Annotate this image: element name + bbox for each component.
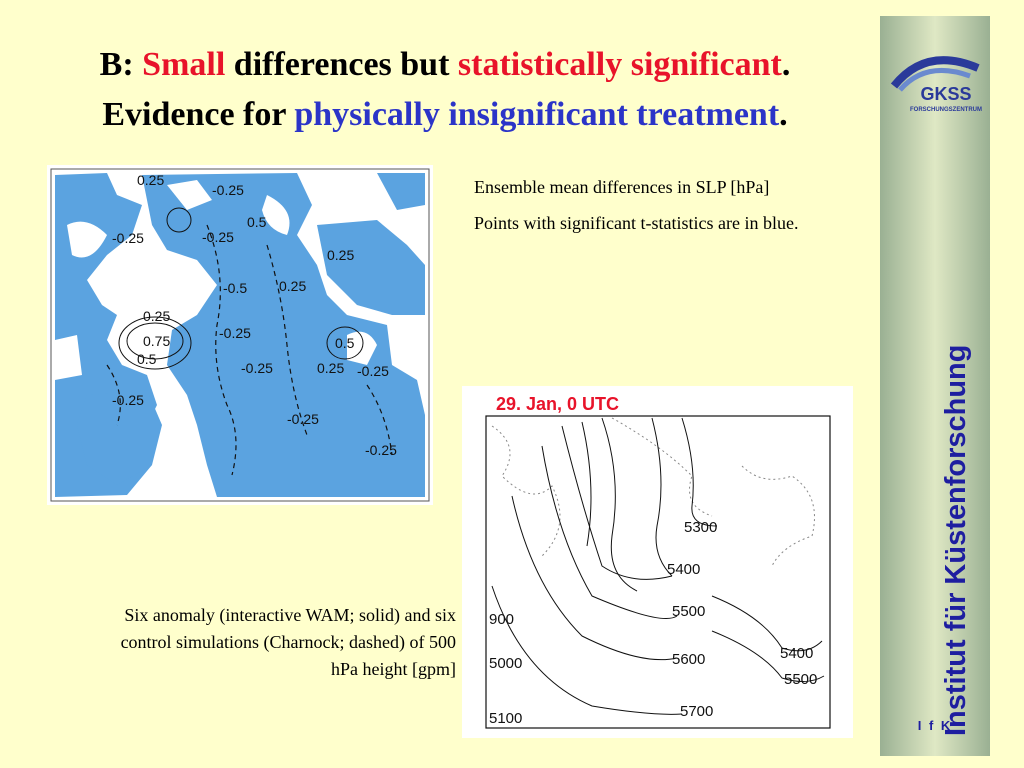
white-gap-2 [167,180,212,210]
dashed-contour-4 [106,364,121,426]
dashed-contour-2 [266,244,308,436]
solid-contours [118,207,364,370]
logo-arc-inner [898,68,971,92]
contour-east [326,326,364,360]
title-line-1: B: Small differences but statistically s… [20,40,870,90]
white-gap-1 [67,221,107,258]
white-gap-3 [262,195,290,235]
gkss-logo: GKSS FORSCHUNGSZENTRUM [890,56,982,113]
title-prefix: B: [99,46,143,83]
map1-label: 0.25 [137,172,164,188]
blue-area-central [142,173,425,497]
slide-title: B: Small differences but statistically s… [20,40,870,140]
title-small: Small [142,46,226,83]
map1-label: -0.25 [212,182,244,198]
contour-5400 [561,425,673,580]
map2-label: 900 [489,611,514,628]
map2-title: 29. Jan, 0 UTC [496,394,619,414]
title-line-2: Evidence for physically insignificant tr… [20,90,870,140]
map1-label: 0.25 [317,360,344,376]
map2-label: 5700 [680,703,713,720]
slp-map-svg: 0.25 -0.25 -0.25 -0.25 0.5 0.25 -0.5 0.2… [50,168,430,502]
map1-label: -0.25 [202,229,234,245]
contour-north-1 [651,417,673,577]
map1-label: 0.25 [279,278,306,294]
contour-north-3 [581,421,592,547]
logo-subtext: FORSCHUNGSZENTRUM [910,107,982,113]
white-gaps [55,180,377,380]
map1-label: -0.5 [223,280,247,296]
map1-label: -0.25 [357,363,389,379]
title-statistically-significant: statistically significant [457,46,782,83]
contour-5300 [681,417,718,527]
map1-label: 0.5 [137,351,157,367]
map1-label: -0.25 [241,360,273,376]
title-period-1: . [781,46,791,83]
coastlines [491,417,815,567]
map1-label: -0.25 [112,392,144,408]
map2-label: 5600 [672,651,705,668]
logo-text: GKSS [920,84,971,104]
logo-arc-outer [890,56,980,89]
significant-areas [55,173,425,497]
map1-label: 0.25 [143,308,170,324]
map2-frame [485,415,831,729]
white-gap-5 [55,335,82,380]
height-contour-map: 29. Jan, 0 UTC 5300 5400 5500 5600 5700 … [462,386,853,738]
contour-5500 [541,445,678,619]
sidebar: GKSS FORSCHUNGSZENTRUM Institut für Küst… [880,16,990,756]
map1-label: -0.25 [365,442,397,458]
contour-5600 [511,495,678,661]
contour-5700 [491,585,683,715]
contour-north-2 [601,417,638,592]
title-physically-insignificant: physically insignificant treatment [294,96,780,133]
contour-0-75 [126,322,184,360]
institute-name: Institut für Küstenforschung [940,344,972,736]
coastline-east [741,465,815,567]
map2-label: 5500 [672,603,705,620]
dashed-contour-3 [366,384,393,456]
title-evidence: Evidence for [102,96,295,133]
ifk-label: I f K [917,718,953,733]
map1-label: 0.5 [335,335,355,351]
map1-label: -0.25 [219,325,251,341]
slp-difference-map: 0.25 -0.25 -0.25 -0.25 0.5 0.25 -0.5 0.2… [47,165,433,505]
blue-area-northeast [317,220,425,315]
map2-label: 5100 [489,710,522,727]
title-period-2: . [779,96,788,133]
contour-0-5 [118,316,192,370]
map2-label: 5400 [667,561,700,578]
map2-label: 5000 [489,655,522,672]
map1-label: 0.25 [327,247,354,263]
map2-label: 5400 [780,645,813,662]
height-contours [491,417,825,715]
blue-area-south [77,390,162,485]
dashed-contours [106,224,393,476]
description: Ensemble mean differences in SLP [hPa] P… [474,175,824,247]
title-middle: differences but [225,46,458,83]
map1-label: 0.5 [247,214,267,230]
contour-5500-east [711,630,825,682]
coastline-west [491,425,561,557]
map2-labels: 5300 5400 5500 5600 5700 900 5000 5100 5… [489,519,817,727]
map1-label: -0.25 [112,230,144,246]
map2-label: 5500 [784,671,817,688]
height-map-svg: 29. Jan, 0 UTC 5300 5400 5500 5600 5700 … [485,394,831,729]
contour-5400-east [711,595,823,652]
blue-area-east-patch [377,173,425,210]
map-caption: Six anomaly (interactive WAM; solid) and… [120,605,456,679]
dashed-contour-1 [206,224,237,476]
description-significance: Points with significant t-statistics are… [474,213,799,233]
map1-labels: 0.25 -0.25 -0.25 -0.25 0.5 0.25 -0.5 0.2… [112,172,397,458]
contour-north [166,207,192,233]
description-slp: Ensemble mean differences in SLP [hPa] [474,177,770,197]
map1-label: 0.75 [143,333,170,349]
map2-label: 5300 [684,519,717,536]
map1-label: -0.25 [287,411,319,427]
